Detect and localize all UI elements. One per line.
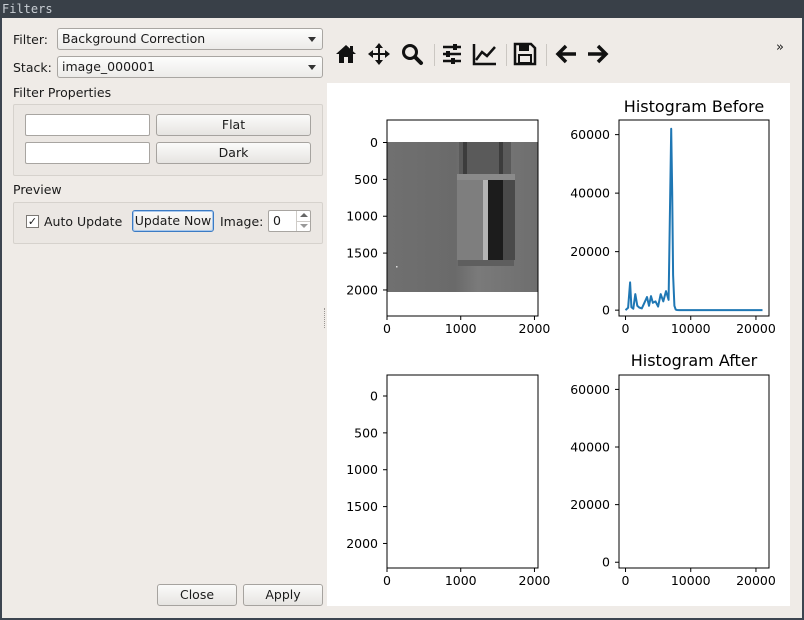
preview-title: Preview bbox=[13, 182, 62, 197]
y-tick-label: 1000 bbox=[346, 209, 378, 224]
home-button[interactable] bbox=[332, 40, 360, 68]
filter-dropdown-value: Background Correction bbox=[62, 31, 206, 46]
toolbar-separator bbox=[506, 44, 507, 66]
auto-update-label: Auto Update bbox=[44, 214, 123, 229]
forward-icon bbox=[588, 44, 609, 64]
histogram-before-title: Histogram Before bbox=[624, 97, 764, 116]
y-tick-label: 0 bbox=[370, 135, 378, 150]
x-tick-label: 0 bbox=[622, 573, 630, 588]
y-tick-label: 0 bbox=[602, 555, 610, 570]
dark-button[interactable]: Dark bbox=[156, 142, 311, 164]
histogram-before-ticks: 0 10000 20000 0 20000 40000 60000 bbox=[570, 127, 776, 336]
spin-down-icon[interactable] bbox=[296, 221, 310, 231]
edit-axis-button[interactable] bbox=[471, 40, 499, 68]
splitter-handle[interactable] bbox=[324, 308, 326, 328]
filter-dropdown[interactable]: Background Correction bbox=[57, 28, 323, 50]
y-tick-label: 20000 bbox=[570, 497, 610, 512]
y-tick-label: 20000 bbox=[570, 244, 610, 259]
y-tick-label: 1500 bbox=[346, 246, 378, 261]
x-tick-label: 2000 bbox=[519, 573, 551, 588]
home-icon bbox=[336, 45, 356, 63]
y-tick-label: 500 bbox=[354, 172, 378, 187]
image-before-axes: 0 1000 2000 0 500 1000 1500 2000 bbox=[346, 119, 550, 336]
dark-path-field[interactable] bbox=[25, 142, 150, 164]
y-tick-label: 500 bbox=[354, 425, 378, 440]
checkmark-icon: ✓ bbox=[27, 215, 38, 228]
chevron-down-icon bbox=[308, 65, 316, 70]
zoom-button[interactable] bbox=[398, 40, 426, 68]
edit-axis-icon bbox=[472, 44, 496, 66]
window-title: Filters bbox=[0, 0, 804, 18]
y-tick-label: 40000 bbox=[570, 440, 610, 455]
filter-properties-title: Filter Properties bbox=[13, 85, 112, 100]
update-now-button[interactable]: Update Now bbox=[132, 210, 214, 232]
image-before-preview bbox=[387, 142, 538, 292]
plot-canvas[interactable]: 0 1000 2000 0 500 1000 1500 2000 Histogram Befo… bbox=[327, 83, 790, 606]
image-after-frame bbox=[386, 374, 539, 569]
stack-dropdown[interactable]: image_000001 bbox=[57, 56, 323, 78]
back-button[interactable] bbox=[552, 40, 580, 68]
x-tick-label: 20000 bbox=[736, 573, 776, 588]
x-tick-label: 10000 bbox=[671, 573, 711, 588]
histogram-before-frame bbox=[618, 119, 770, 317]
pan-icon bbox=[368, 43, 390, 65]
toolbar-separator bbox=[434, 44, 435, 66]
save-icon bbox=[513, 42, 537, 66]
save-button[interactable] bbox=[511, 40, 539, 68]
histogram-after-axes: Histogram After 0 10000 20000 0 20000 40000 60… bbox=[570, 351, 776, 588]
histogram-before-series-line bbox=[624, 127, 763, 312]
image-index-spinbox[interactable]: 0 bbox=[268, 210, 311, 232]
filter-label: Filter: bbox=[13, 32, 48, 47]
y-tick-label: 1500 bbox=[346, 499, 378, 514]
auto-update-checkbox[interactable]: ✓ bbox=[26, 215, 39, 228]
configure-subplots-icon bbox=[443, 44, 461, 64]
toolbar-separator bbox=[546, 44, 547, 66]
stack-label: Stack: bbox=[13, 60, 52, 75]
zoom-icon bbox=[402, 44, 423, 65]
toolbar-overflow-button[interactable]: » bbox=[776, 40, 784, 55]
y-tick-label: 0 bbox=[370, 389, 378, 404]
y-tick-label: 1000 bbox=[346, 462, 378, 477]
flat-button[interactable]: Flat bbox=[156, 114, 311, 136]
y-tick-label: 40000 bbox=[570, 186, 610, 201]
y-tick-label: 2000 bbox=[346, 536, 378, 551]
image-before-ticks: 0 1000 2000 0 500 1000 1500 2000 bbox=[346, 135, 550, 336]
y-tick-label: 60000 bbox=[570, 382, 610, 397]
image-after-axes: 0 1000 2000 0 500 1000 1500 2000 bbox=[346, 374, 550, 589]
back-icon bbox=[555, 44, 576, 64]
x-tick-label: 2000 bbox=[519, 321, 551, 336]
y-tick-label: 0 bbox=[602, 303, 610, 318]
stack-dropdown-value: image_000001 bbox=[62, 59, 155, 74]
image-index-value: 0 bbox=[273, 213, 281, 228]
y-tick-label: 2000 bbox=[346, 282, 378, 297]
chevron-down-icon bbox=[308, 37, 316, 42]
x-tick-label: 1000 bbox=[445, 573, 477, 588]
histogram-after-title: Histogram After bbox=[631, 351, 758, 370]
apply-button[interactable]: Apply bbox=[243, 584, 323, 606]
image-index-label: Image: bbox=[220, 214, 264, 229]
image-after-ticks: 0 1000 2000 0 500 1000 1500 2000 bbox=[346, 389, 550, 589]
x-tick-label: 20000 bbox=[736, 321, 776, 336]
configure-subplots-button[interactable] bbox=[438, 40, 466, 68]
x-tick-label: 10000 bbox=[671, 321, 711, 336]
x-tick-label: 1000 bbox=[445, 321, 477, 336]
filters-window: Filter: Background Correction Stack: ima… bbox=[2, 18, 802, 618]
x-tick-label: 0 bbox=[622, 321, 630, 336]
close-button[interactable]: Close bbox=[157, 584, 237, 606]
x-tick-label: 0 bbox=[383, 321, 391, 336]
spin-up-icon[interactable] bbox=[296, 211, 310, 221]
histogram-after-ticks: 0 10000 20000 0 20000 40000 60000 bbox=[570, 382, 776, 588]
y-tick-label: 60000 bbox=[570, 127, 610, 142]
x-tick-label: 0 bbox=[383, 573, 391, 588]
pan-button[interactable] bbox=[365, 40, 393, 68]
histogram-before-axes: Histogram Before 0 10000 20000 0 20000 40000 6… bbox=[570, 97, 776, 336]
histogram-after-frame bbox=[618, 374, 770, 569]
flat-path-field[interactable] bbox=[25, 114, 150, 136]
forward-button[interactable] bbox=[584, 40, 612, 68]
